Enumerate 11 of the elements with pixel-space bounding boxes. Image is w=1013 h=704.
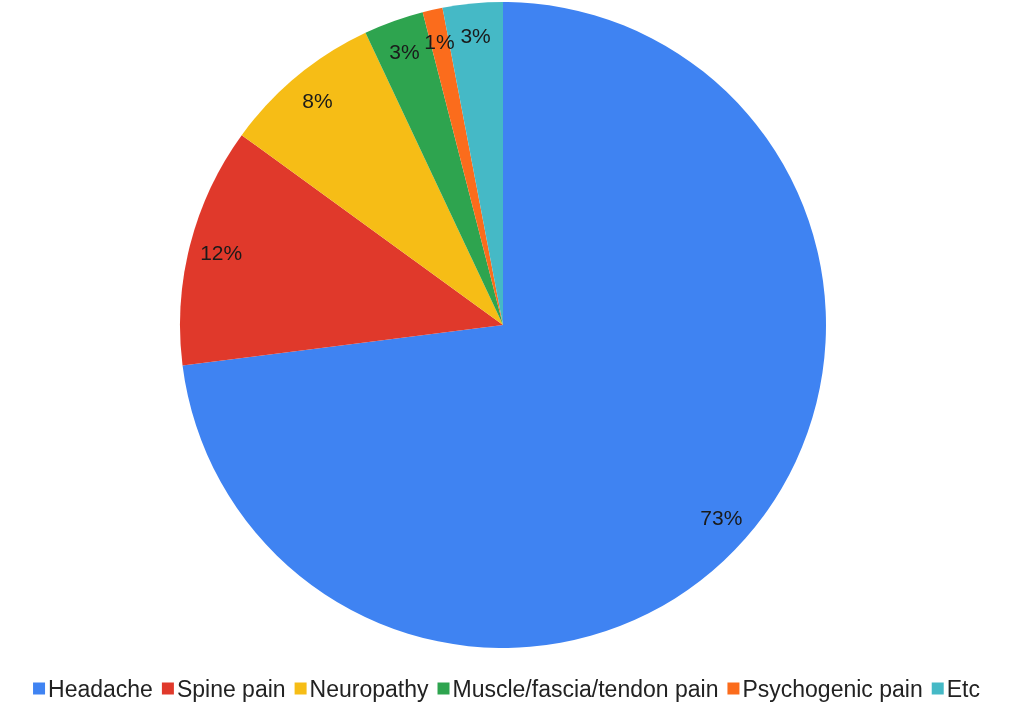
legend-label: Psychogenic pain xyxy=(742,675,923,702)
data-label: 12% xyxy=(200,241,243,265)
legend-label: Neuropathy xyxy=(309,675,430,702)
legend-label: Headache xyxy=(48,675,153,702)
legend-label: Muscle/fascia/tendon pain xyxy=(452,675,719,702)
data-label: 3% xyxy=(460,23,491,47)
legend-label: Spine pain xyxy=(176,675,286,702)
data-label: 3% xyxy=(389,39,420,63)
data-label: 73% xyxy=(700,505,743,529)
data-label: 8% xyxy=(302,89,333,113)
legend-label: Etc xyxy=(946,675,980,702)
